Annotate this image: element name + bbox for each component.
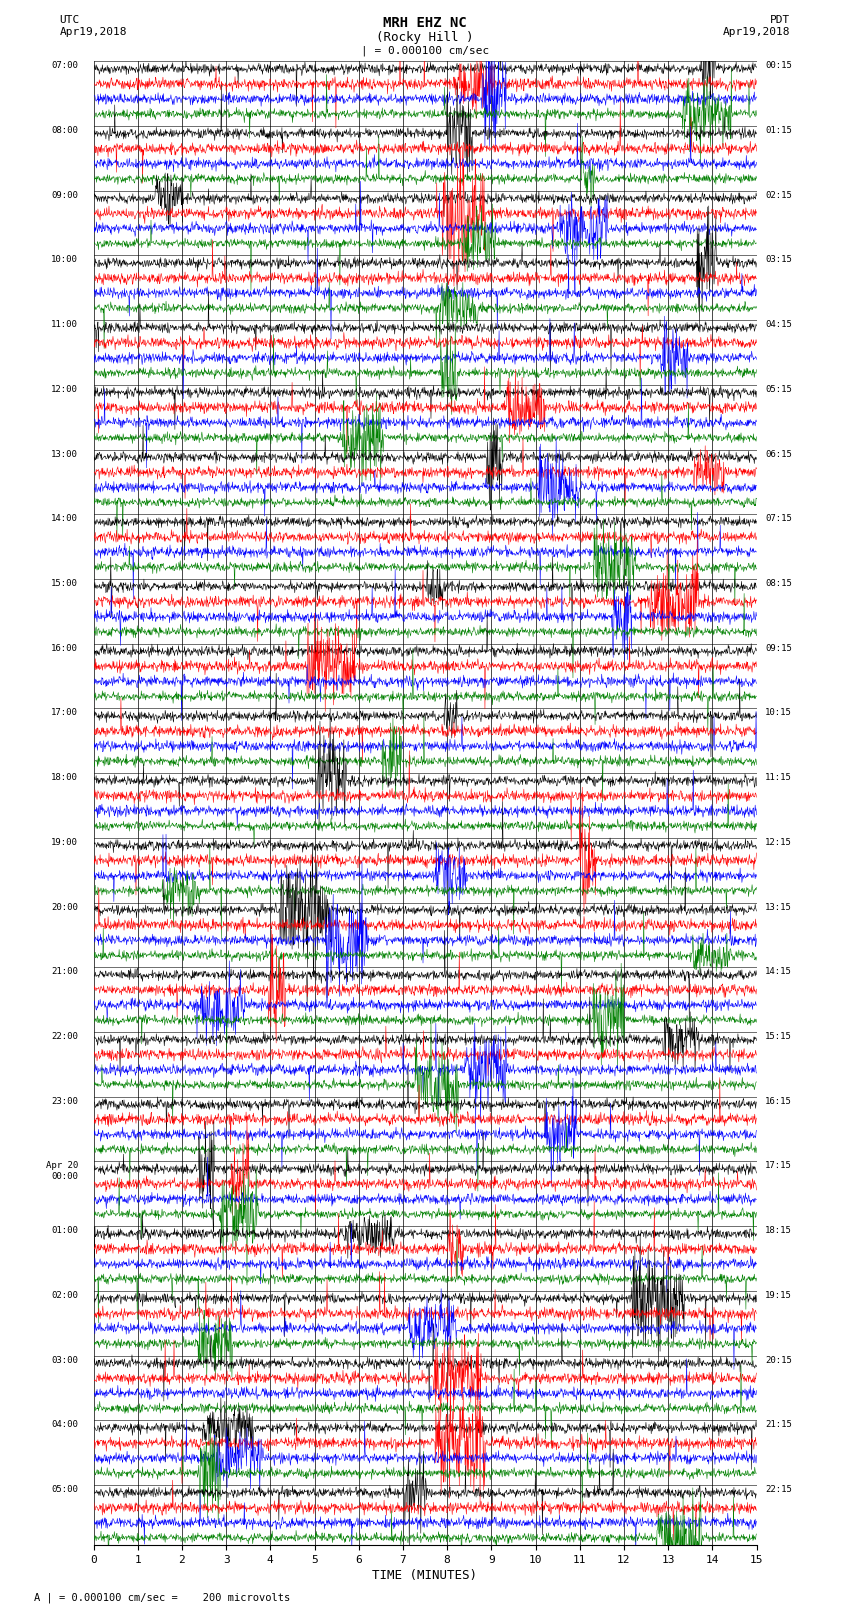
Text: 00:15: 00:15 <box>765 61 792 71</box>
Text: 18:15: 18:15 <box>765 1226 792 1236</box>
Text: 04:15: 04:15 <box>765 319 792 329</box>
Text: 17:00: 17:00 <box>51 708 78 718</box>
Text: 12:15: 12:15 <box>765 837 792 847</box>
Text: 13:00: 13:00 <box>51 450 78 458</box>
Text: 21:15: 21:15 <box>765 1421 792 1429</box>
Text: 22:00: 22:00 <box>51 1032 78 1040</box>
Text: 07:00: 07:00 <box>51 61 78 71</box>
Text: 20:00: 20:00 <box>51 903 78 911</box>
Text: 05:00: 05:00 <box>51 1486 78 1494</box>
Text: 02:15: 02:15 <box>765 190 792 200</box>
Text: 11:15: 11:15 <box>765 773 792 782</box>
Text: 10:15: 10:15 <box>765 708 792 718</box>
Text: 15:00: 15:00 <box>51 579 78 589</box>
Text: 09:15: 09:15 <box>765 644 792 653</box>
Text: 23:00: 23:00 <box>51 1097 78 1107</box>
Text: 03:00: 03:00 <box>51 1355 78 1365</box>
Text: 12:00: 12:00 <box>51 386 78 394</box>
Text: 19:00: 19:00 <box>51 837 78 847</box>
Text: 19:15: 19:15 <box>765 1290 792 1300</box>
Text: MRH EHZ NC: MRH EHZ NC <box>383 16 467 31</box>
Text: 14:15: 14:15 <box>765 968 792 976</box>
Text: (Rocky Hill ): (Rocky Hill ) <box>377 31 473 44</box>
Text: 03:15: 03:15 <box>765 255 792 265</box>
X-axis label: TIME (MINUTES): TIME (MINUTES) <box>372 1569 478 1582</box>
Text: 14:00: 14:00 <box>51 515 78 523</box>
Text: Apr 20
00:00: Apr 20 00:00 <box>46 1161 78 1181</box>
Text: 18:00: 18:00 <box>51 773 78 782</box>
Text: 04:00: 04:00 <box>51 1421 78 1429</box>
Text: 08:00: 08:00 <box>51 126 78 135</box>
Text: 09:00: 09:00 <box>51 190 78 200</box>
Text: 05:15: 05:15 <box>765 386 792 394</box>
Text: 01:15: 01:15 <box>765 126 792 135</box>
Text: 07:15: 07:15 <box>765 515 792 523</box>
Text: 13:15: 13:15 <box>765 903 792 911</box>
Text: 10:00: 10:00 <box>51 255 78 265</box>
Text: 15:15: 15:15 <box>765 1032 792 1040</box>
Text: 01:00: 01:00 <box>51 1226 78 1236</box>
Text: 16:15: 16:15 <box>765 1097 792 1107</box>
Text: 11:00: 11:00 <box>51 319 78 329</box>
Text: UTC: UTC <box>60 15 80 24</box>
Text: Apr19,2018: Apr19,2018 <box>60 27 127 37</box>
Text: A | = 0.000100 cm/sec =    200 microvolts: A | = 0.000100 cm/sec = 200 microvolts <box>34 1592 290 1603</box>
Text: 02:00: 02:00 <box>51 1290 78 1300</box>
Text: 06:15: 06:15 <box>765 450 792 458</box>
Text: 21:00: 21:00 <box>51 968 78 976</box>
Text: Apr19,2018: Apr19,2018 <box>723 27 791 37</box>
Text: 08:15: 08:15 <box>765 579 792 589</box>
Text: 17:15: 17:15 <box>765 1161 792 1171</box>
Text: PDT: PDT <box>770 15 790 24</box>
Text: 22:15: 22:15 <box>765 1486 792 1494</box>
Text: 16:00: 16:00 <box>51 644 78 653</box>
Text: | = 0.000100 cm/sec: | = 0.000100 cm/sec <box>361 45 489 56</box>
Text: 20:15: 20:15 <box>765 1355 792 1365</box>
